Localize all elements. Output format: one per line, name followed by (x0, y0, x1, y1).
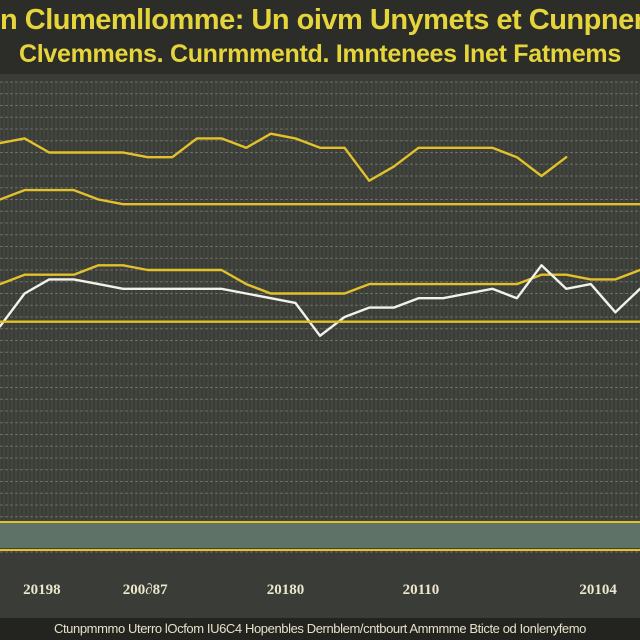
series-line-1 (0, 132, 568, 182)
title-band: n Clumemllomme: Un oivm Unymets et Cunpn… (0, 0, 640, 74)
chart-area: 20198 200∂87 20180 20110 20104 (0, 74, 640, 640)
line-chart: 20198 200∂87 20180 20110 20104 (0, 81, 640, 598)
footer-caption: Ctunpmmmo Uterro lOcfom IU6C4 Hopenbles … (0, 618, 640, 640)
x-tick-label: 20110 (403, 582, 440, 598)
chart-title-line-2: Clvemmens. Cunrmmentd. Imntenees Inet Fa… (19, 40, 621, 68)
baseline-band (0, 522, 640, 548)
x-tick-label: 20180 (267, 582, 305, 598)
x-tick-label: 20198 (23, 582, 61, 598)
series-line-4 (0, 264, 640, 337)
series-line-2 (0, 188, 640, 206)
x-tick-label: 200∂87 (123, 582, 168, 598)
x-tick-label: 20104 (579, 582, 617, 598)
chart-title-line-1: n Clumemllomme: Un oivm Unymets et Cunpn… (0, 4, 640, 36)
